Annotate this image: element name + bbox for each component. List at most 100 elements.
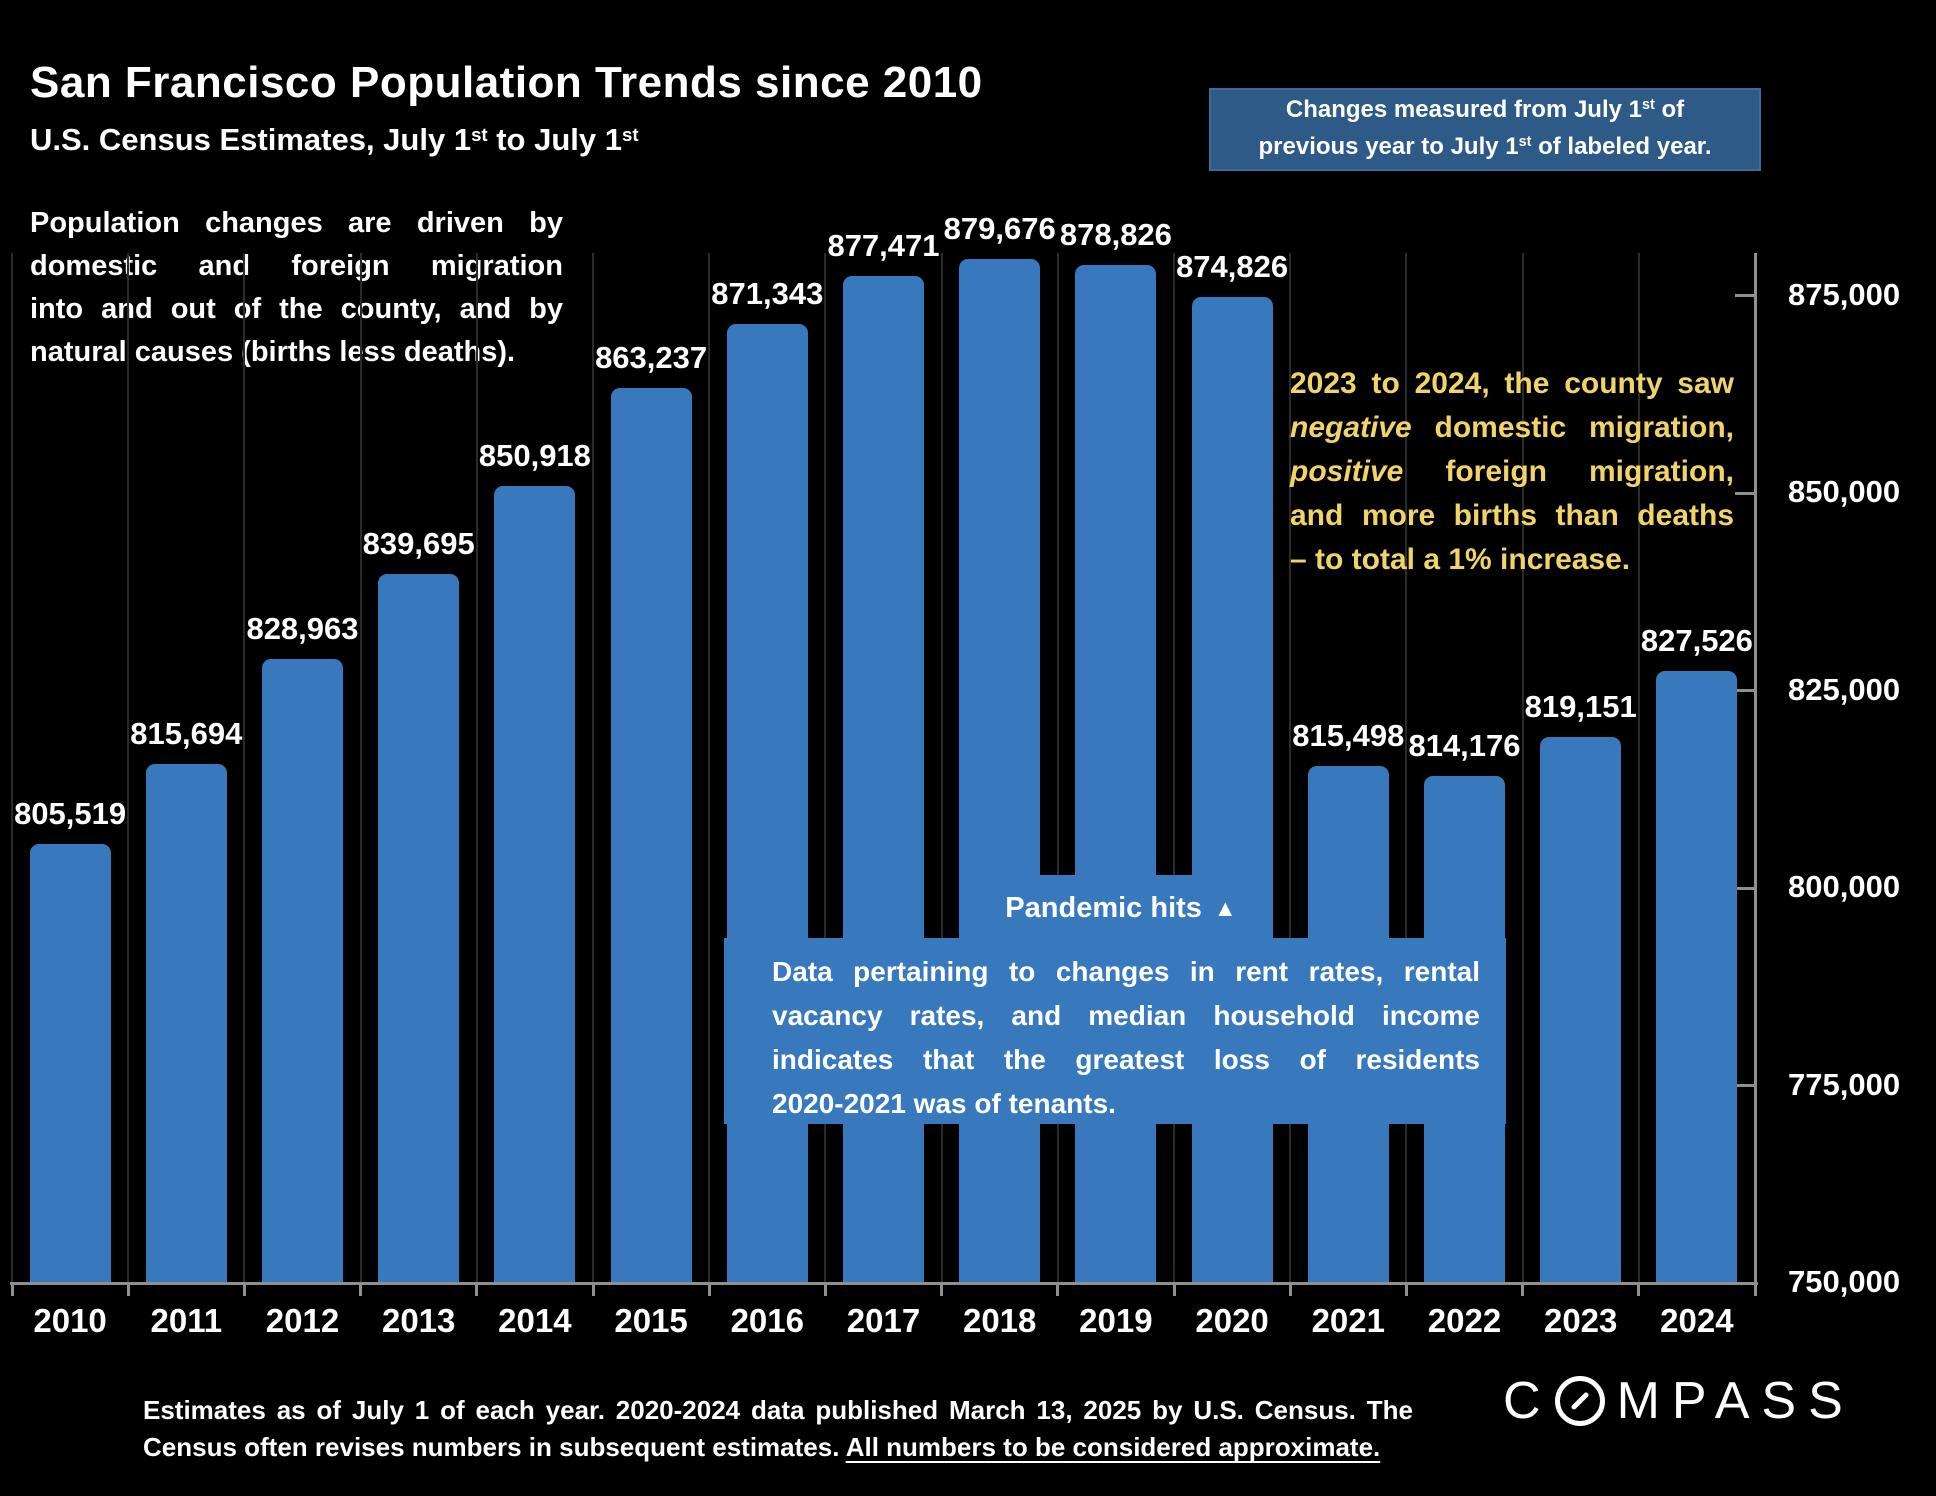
x-axis-tick	[1637, 1283, 1641, 1296]
y-axis-tick	[1735, 689, 1755, 692]
x-axis-label: 2018	[962, 1302, 1037, 1339]
text-line: Census often revises numbers in subseque…	[143, 1432, 1381, 1462]
bar-value-label: 850,918	[478, 437, 591, 473]
y-axis-tick	[1735, 1084, 1755, 1087]
bar-value-label: 805,519	[14, 796, 127, 832]
bar	[145, 764, 227, 1283]
x-axis-label: 2022	[1427, 1302, 1502, 1339]
gridline	[243, 253, 246, 1283]
bar	[843, 275, 924, 1283]
x-axis-tick	[940, 1283, 944, 1296]
gridline	[1405, 253, 1408, 1283]
compass-o-icon	[1554, 1376, 1605, 1426]
x-axis-label: 2024	[1660, 1302, 1734, 1339]
gridline	[1173, 253, 1175, 1283]
y-axis-label: 775,000	[1788, 1066, 1901, 1102]
x-axis-label: 2015	[614, 1302, 688, 1339]
y-axis-label: 800,000	[1788, 869, 1901, 904]
bar-value-label: 878,826	[1059, 217, 1172, 253]
bar-value-label: 814,176	[1408, 728, 1521, 763]
pandemic-callout: Pandemic hits ▲	[975, 875, 1267, 941]
bar	[1191, 296, 1273, 1283]
x-axis-label: 2010	[33, 1302, 107, 1339]
text-line: indicates that the greatest loss of resi…	[772, 1044, 1480, 1075]
text-line: vacancy rates, and median household inco…	[772, 1000, 1480, 1031]
bar-value-label: 815,498	[1292, 717, 1405, 753]
bar-value-label: 874,826	[1176, 248, 1289, 284]
text-line: Population changes are driven by	[30, 207, 563, 239]
y-axis-label: 750,000	[1788, 1264, 1901, 1299]
footnote: Estimates as of July 1 of each year. 202…	[143, 1392, 1413, 1466]
x-axis-label: 2020	[1195, 1302, 1269, 1339]
x-axis-tick	[591, 1283, 595, 1296]
gridline	[475, 253, 478, 1283]
gridline	[592, 253, 594, 1283]
text-line: into and out of the county, and by	[30, 293, 563, 325]
page-subtitle: U.S. Census Estimates, July 1st to July …	[30, 122, 639, 157]
x-axis-label: 2014	[498, 1302, 572, 1339]
x-axis-label: 2019	[1079, 1302, 1153, 1339]
x-axis-label: 2013	[381, 1302, 456, 1339]
y-axis-line	[1754, 253, 1757, 1286]
bar-value-label: 863,237	[595, 340, 708, 376]
x-axis-tick	[1753, 1283, 1757, 1296]
compass-needle-icon	[1570, 1391, 1590, 1411]
bar	[1075, 265, 1157, 1283]
bar	[726, 324, 808, 1283]
text-line: Changes measured from July 1st of	[1285, 95, 1685, 123]
x-axis-label: 2023	[1543, 1302, 1618, 1339]
compass-logo-text-mpass: MPASS	[1616, 1372, 1855, 1430]
x-axis-tick	[1404, 1283, 1408, 1296]
gridline	[1637, 253, 1640, 1283]
bar	[29, 844, 111, 1283]
text-line: previous year to July 1st of labeled yea…	[1258, 132, 1712, 160]
y-axis-label: 850,000	[1788, 474, 1901, 509]
bar	[262, 659, 343, 1283]
gridline	[1521, 253, 1524, 1283]
bar	[959, 258, 1041, 1283]
x-axis-tick	[1056, 1283, 1060, 1296]
x-axis-tick	[10, 1283, 14, 1296]
bar-value-label: 871,343	[711, 276, 824, 312]
text-line: and more births than deaths	[1290, 499, 1734, 532]
measurement-note-text: Changes measured from July 1st of previou…	[1211, 93, 1759, 167]
x-axis-label: 2021	[1311, 1302, 1385, 1339]
text-line: positive foreign migration,	[1290, 455, 1734, 488]
bar-value-label: 815,694	[130, 716, 243, 752]
bar	[378, 574, 460, 1283]
bar-value-label: 879,676	[943, 210, 1056, 246]
annotation-2024: 2023 to 2024, the county saw negative dom…	[1290, 362, 1734, 582]
x-axis-tick	[359, 1283, 363, 1296]
measurement-note-box: Changes measured from July 1st of previou…	[1209, 88, 1761, 171]
bar	[1540, 736, 1622, 1283]
x-axis-tick	[707, 1283, 711, 1296]
intro-paragraph: Population changes are driven by domestic…	[30, 202, 563, 374]
x-axis-tick	[823, 1283, 827, 1296]
x-axis-label: 2017	[846, 1302, 921, 1339]
bar	[494, 485, 576, 1283]
gridline	[824, 253, 827, 1283]
text-line: negative domestic migration,	[1290, 411, 1734, 444]
gridline	[708, 253, 711, 1283]
x-axis-tick	[1172, 1283, 1176, 1296]
bar-value-label: 828,963	[246, 611, 359, 647]
y-axis-tick	[1735, 491, 1755, 495]
text-line: Data pertaining to changes in rent rates…	[772, 956, 1480, 987]
text-line: Estimates as of July 1 of each year. 202…	[143, 1395, 1413, 1425]
x-axis-label: 2016	[730, 1302, 804, 1339]
gridline	[127, 253, 130, 1283]
text-line: – to total a 1% increase.	[1290, 543, 1631, 576]
y-axis-tick	[1735, 294, 1755, 297]
bar-value-label: 827,526	[1640, 622, 1753, 658]
bar-value-label: 877,471	[827, 227, 940, 263]
y-axis-tick	[1735, 886, 1755, 890]
bar-value-label: 819,151	[1524, 688, 1637, 724]
x-axis-line	[10, 1282, 1758, 1285]
x-axis-label: 2011	[150, 1302, 223, 1339]
x-axis-tick	[1288, 1283, 1292, 1296]
gridline	[359, 253, 362, 1283]
tenants-note: Data pertaining to changes in rent rates…	[724, 938, 1506, 1124]
gridline	[940, 253, 943, 1283]
text-line: natural causes (births less deaths).	[30, 336, 516, 368]
